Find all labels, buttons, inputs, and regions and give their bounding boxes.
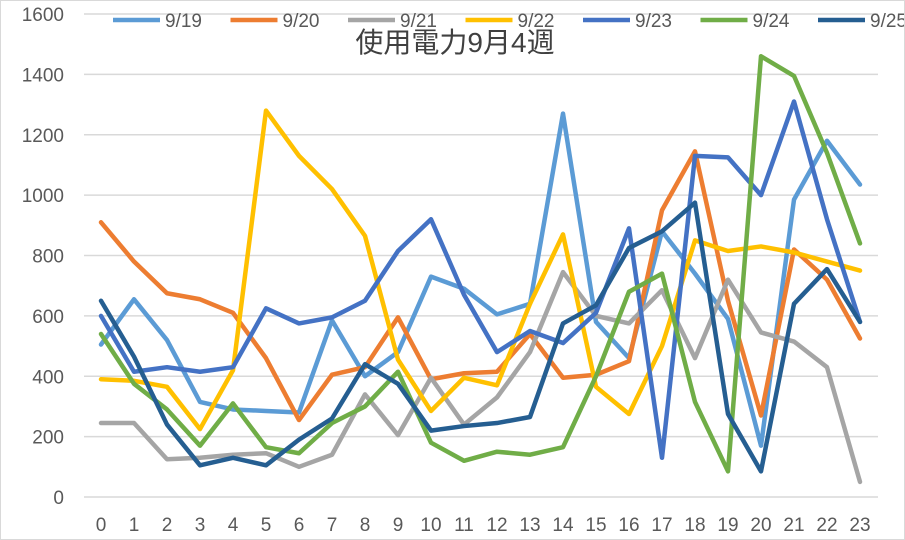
x-tick-label: 20 (750, 515, 771, 536)
y-tick-label: 1400 (22, 65, 64, 86)
x-tick-label: 0 (96, 515, 107, 536)
x-tick-label: 6 (294, 515, 305, 536)
x-tick-label: 18 (684, 515, 705, 536)
x-tick-label: 10 (420, 515, 441, 536)
series-line-9-23 (98, 99, 863, 461)
y-tick-label: 1000 (22, 186, 64, 207)
y-tick-label: 1600 (22, 5, 64, 26)
x-tick-label: 11 (454, 515, 474, 536)
legend-label: 9/22 (518, 11, 555, 32)
x-tick-label: 17 (651, 515, 672, 536)
y-tick-label: 400 (32, 367, 64, 388)
x-tick-label: 16 (618, 515, 639, 536)
x-tick-label: 4 (228, 515, 239, 536)
y-tick-label: 600 (32, 307, 64, 328)
series-lines (98, 54, 863, 485)
gridlines (84, 13, 878, 498)
chart-title: 使用電力9月4週 (355, 27, 554, 58)
x-tick-label: 15 (585, 515, 606, 536)
x-tick-label: 12 (486, 515, 507, 536)
y-tick-label: 1200 (22, 126, 64, 147)
legend-label: 9/21 (400, 11, 437, 32)
y-tick-label: 200 (32, 428, 64, 449)
x-tick-label: 5 (261, 515, 272, 536)
legend-label: 9/20 (283, 11, 320, 32)
x-tick-label: 1 (129, 515, 140, 536)
x-axis-ticks: 0 1 2 3 4 5 6 7 8 9 10 11 12 13 14 15 16 17 18 19 20 21 22 23 (96, 515, 871, 536)
y-tick-label: 0 (53, 488, 64, 509)
legend-label: 9/23 (635, 11, 672, 32)
legend-label: 9/24 (753, 11, 790, 32)
series-line-9-20 (98, 149, 863, 423)
series-line-9-24 (98, 54, 863, 474)
x-tick-label: 23 (849, 515, 870, 536)
x-tick-label: 19 (717, 515, 738, 536)
x-tick-label: 3 (195, 515, 206, 536)
legend-label: 9/19 (165, 11, 202, 32)
x-tick-label: 7 (327, 515, 338, 536)
legend: 9/19 9/20 9/21 9/22 9/23 9/24 9/25 (113, 11, 905, 32)
series-line-9-22 (98, 108, 863, 432)
series-line-9-21 (98, 269, 863, 485)
x-tick-label: 2 (162, 515, 173, 536)
x-tick-label: 8 (360, 515, 371, 536)
series-line-9-25 (98, 200, 863, 474)
x-tick-label: 21 (783, 515, 804, 536)
y-tick-label: 800 (32, 247, 64, 268)
x-tick-label: 22 (816, 515, 837, 536)
legend-label: 9/25 (870, 11, 905, 32)
x-tick-label: 13 (519, 515, 540, 536)
y-axis-ticks: 0 200 400 600 800 1000 1200 1400 1600 (22, 5, 64, 509)
x-tick-label: 14 (552, 515, 574, 536)
x-tick-label: 9 (393, 515, 404, 536)
